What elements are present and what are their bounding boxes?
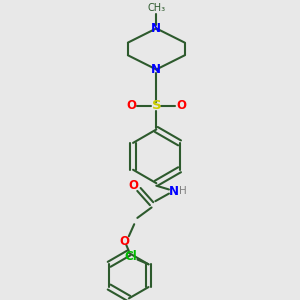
Text: N: N <box>151 63 161 76</box>
Text: N: N <box>151 22 161 35</box>
Text: S: S <box>152 99 161 112</box>
Text: O: O <box>120 236 130 248</box>
Text: O: O <box>126 99 136 112</box>
Text: Cl: Cl <box>125 250 137 263</box>
Text: O: O <box>177 99 187 112</box>
Text: O: O <box>128 179 138 192</box>
Text: H: H <box>179 186 187 196</box>
Text: CH₃: CH₃ <box>147 3 165 13</box>
Text: N: N <box>169 184 179 198</box>
